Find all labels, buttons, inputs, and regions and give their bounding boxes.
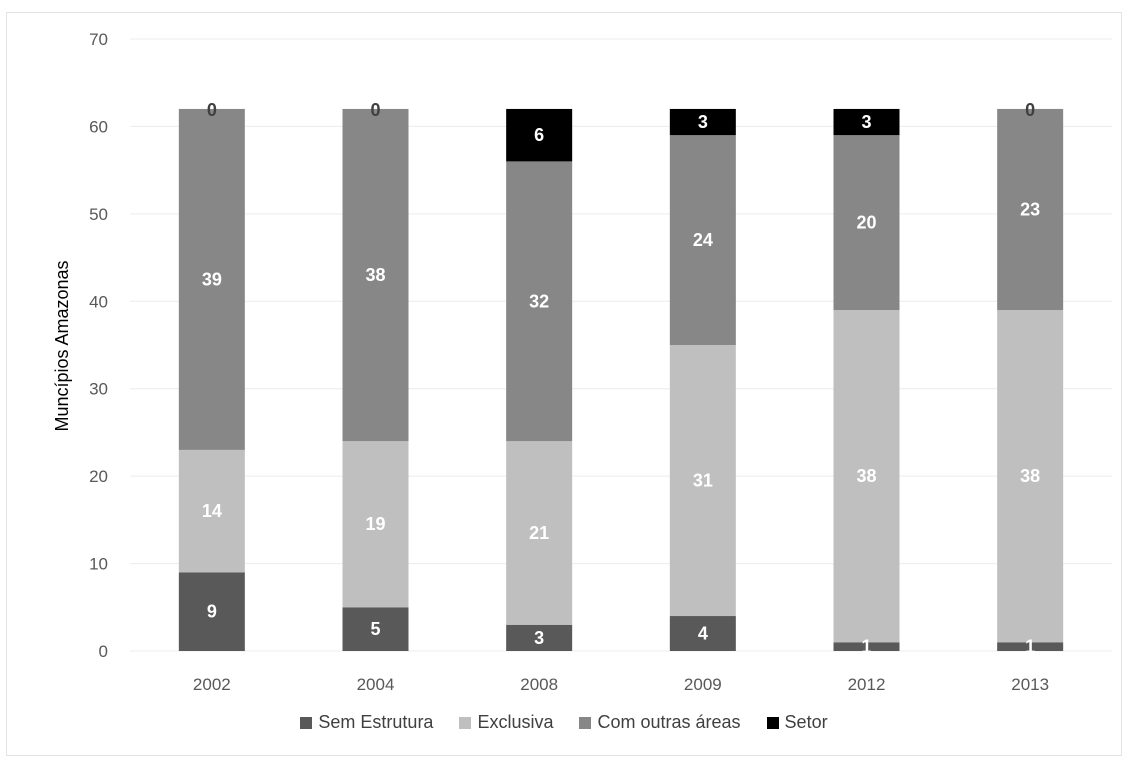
bar-segment — [342, 108, 409, 442]
data-label: 21 — [529, 523, 549, 543]
bar-segment — [997, 108, 1064, 311]
data-label: 23 — [1020, 199, 1040, 219]
bar-segment — [669, 345, 736, 617]
x-tick-label: 2004 — [357, 675, 395, 694]
x-tick-label: 2008 — [520, 675, 558, 694]
x-tick-label: 2012 — [848, 675, 886, 694]
data-label: 31 — [693, 471, 713, 491]
bar-segment — [506, 441, 573, 625]
data-label: 20 — [856, 213, 876, 233]
y-axis-ticks: 0 10 20 30 40 50 60 70 — [89, 30, 108, 661]
y-tick-label: 0 — [99, 642, 108, 661]
bar-segment — [833, 642, 900, 651]
data-label: 3 — [698, 112, 708, 132]
y-tick-label: 60 — [89, 117, 108, 136]
legend-swatch — [459, 716, 472, 729]
data-label: 0 — [370, 100, 380, 120]
legend-label: Com outras áreas — [597, 712, 741, 732]
data-label: 6 — [534, 125, 544, 145]
gridlines — [130, 38, 1112, 652]
y-tick-label: 30 — [89, 380, 108, 399]
legend-item: Com outras áreas — [579, 712, 741, 733]
data-label: 32 — [529, 291, 549, 311]
bar-segment — [506, 108, 573, 162]
bar-segment — [833, 108, 900, 136]
data-label: 0 — [207, 100, 217, 120]
data-label: 3 — [534, 628, 544, 648]
bar-segment — [669, 616, 736, 651]
data-label: 39 — [202, 269, 222, 289]
x-tick-label: 2002 — [193, 675, 231, 694]
y-tick-label: 20 — [89, 467, 108, 486]
data-label: 38 — [856, 466, 876, 486]
legend-swatch — [766, 716, 779, 729]
data-label: 3 — [861, 112, 871, 132]
bar-segment — [506, 624, 573, 651]
legend: Sem Estrutura Exclusiva Com outras áreas Se… — [0, 712, 1128, 733]
x-tick-label: 2013 — [1011, 675, 1049, 694]
data-label: 14 — [202, 501, 222, 521]
data-label: 1 — [861, 637, 871, 657]
data-label: 0 — [1025, 100, 1035, 120]
x-axis-ticks: 2002 2004 2008 2009 2012 2013 — [193, 675, 1049, 694]
x-tick-label: 2009 — [684, 675, 722, 694]
bar-segment — [669, 135, 736, 345]
chart-frame — [6, 12, 1122, 756]
data-label: 24 — [693, 230, 713, 250]
legend-item: Sem Estrutura — [300, 712, 433, 733]
legend-item: Exclusiva — [459, 712, 553, 733]
data-label: 5 — [370, 619, 380, 639]
legend-swatch — [579, 716, 592, 729]
y-tick-label: 70 — [89, 30, 108, 49]
legend-item: Setor — [766, 712, 828, 733]
bar-segment — [342, 607, 409, 651]
data-label: 4 — [698, 624, 708, 644]
bar-segment — [342, 441, 409, 608]
bar-segment — [669, 108, 736, 136]
bar-segment — [833, 310, 900, 643]
y-tick-label: 50 — [89, 205, 108, 224]
data-label: 38 — [1020, 466, 1040, 486]
bar-segment — [506, 161, 573, 442]
y-tick-label: 10 — [89, 555, 108, 574]
bar-segment — [833, 135, 900, 311]
data-label: 9 — [207, 602, 217, 622]
bar-segment — [178, 108, 245, 450]
bar-segment — [997, 310, 1064, 643]
data-label: 19 — [365, 514, 385, 534]
data-label: 1 — [1025, 637, 1035, 657]
legend-label: Setor — [784, 712, 828, 732]
legend-label: Sem Estrutura — [318, 712, 434, 732]
bar-segment — [178, 572, 245, 651]
bar-segment — [997, 642, 1064, 651]
y-axis-label: Muncípios Amazonas — [52, 260, 72, 431]
y-tick-label: 40 — [89, 292, 108, 311]
legend-label: Exclusiva — [477, 712, 554, 732]
legend-swatch — [300, 716, 313, 729]
data-label: 38 — [365, 265, 385, 285]
bars — [178, 108, 1064, 651]
bar-segment — [178, 449, 245, 573]
